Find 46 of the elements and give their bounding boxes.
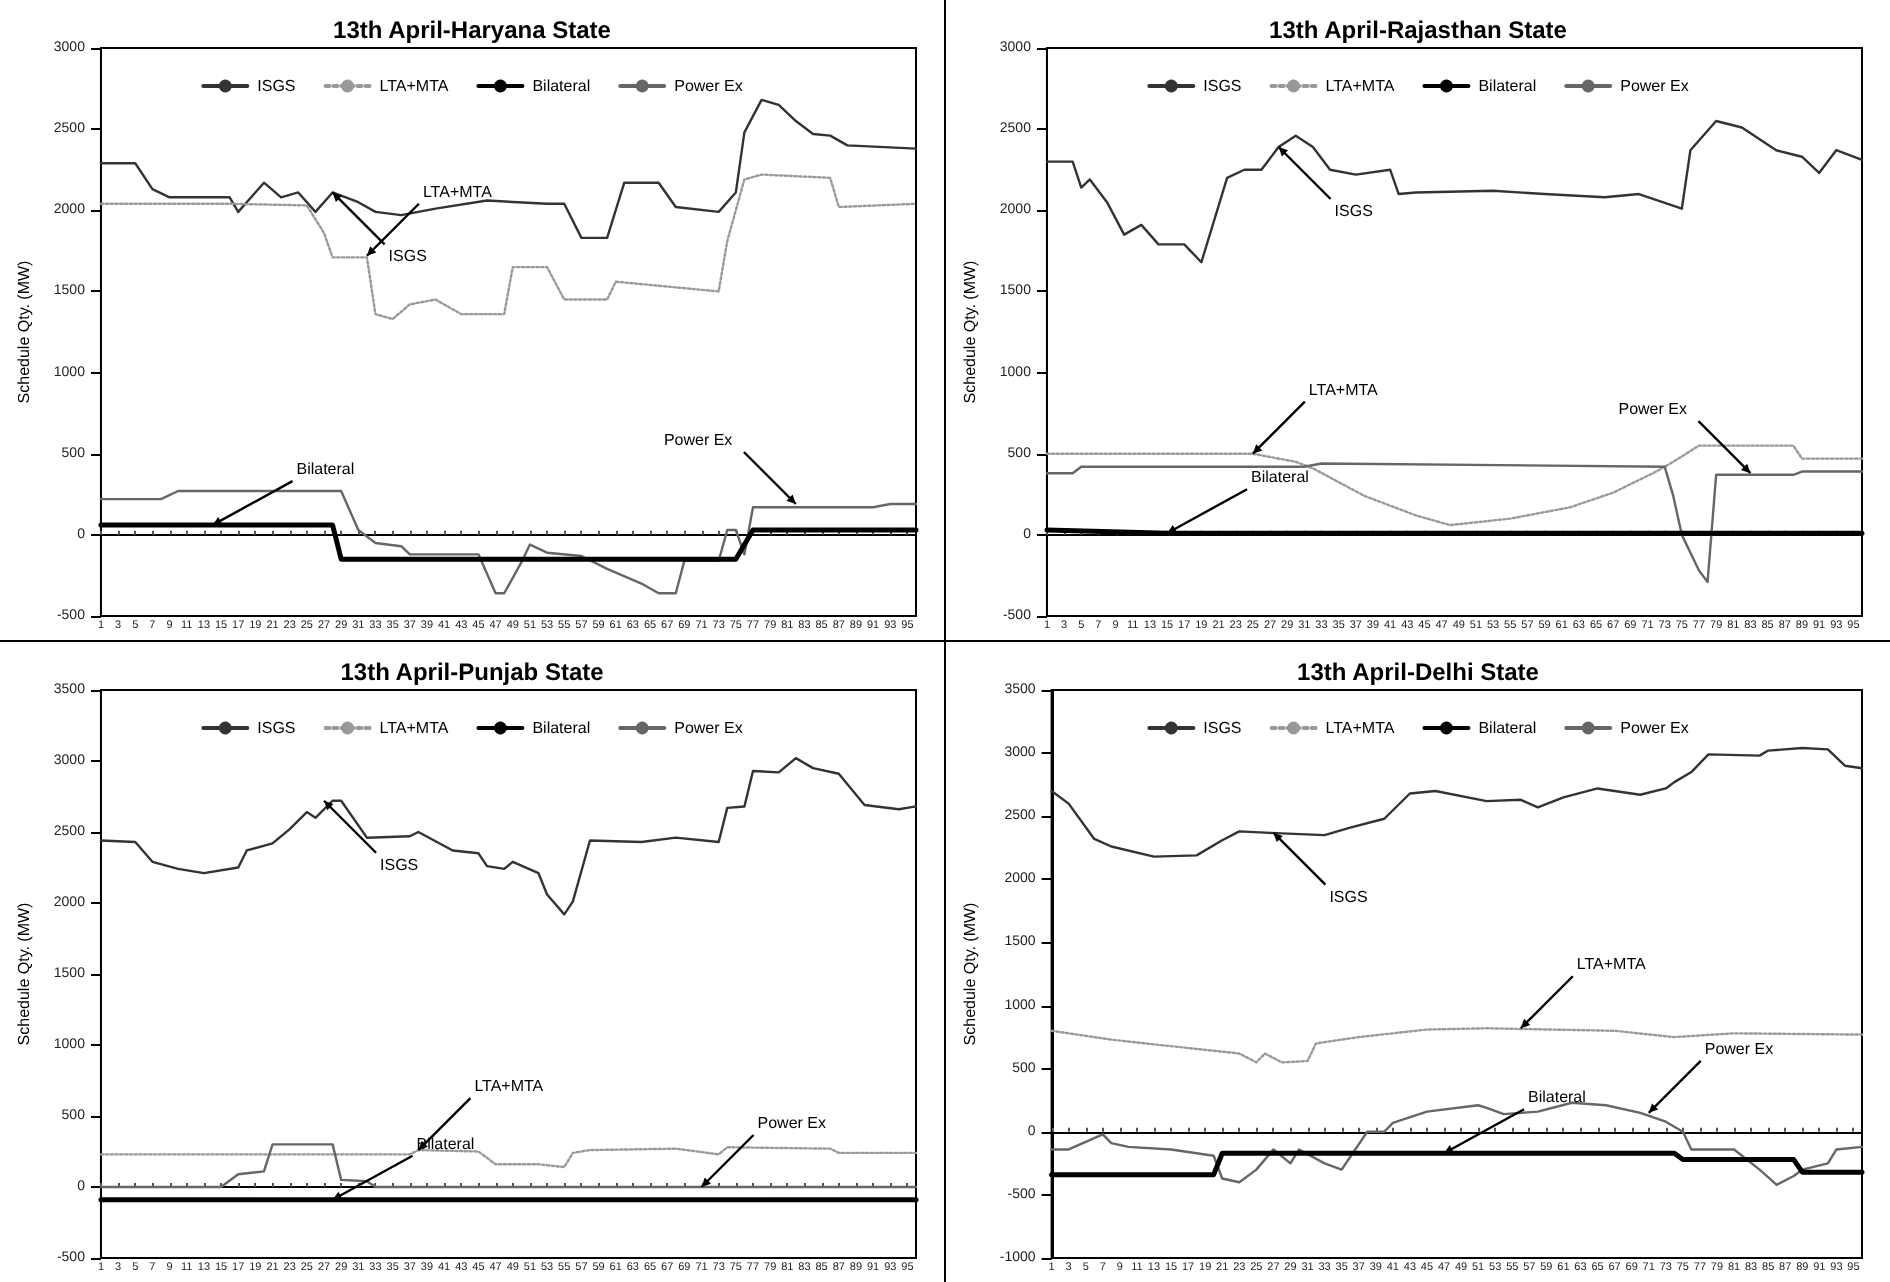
annotation: Power Ex [663,431,733,450]
legend-label: LTA+MTA [1325,719,1396,737]
legend-label: Bilateral [532,77,591,95]
annotation: ISGS [388,247,427,266]
legend-label: LTA+MTA [1325,77,1396,95]
legend-label: LTA+MTA [379,719,450,737]
y-axis-title: Schedule Qty. (MW) [961,901,979,1046]
line-series [1050,746,1864,858]
line-series [99,756,918,916]
line-series [1050,1027,1864,1064]
legend-label: ISGS [1203,719,1242,737]
y-axis-title: Schedule Qty. (MW) [961,259,979,404]
line-series [99,98,918,240]
legend-label: Power Ex [674,719,743,737]
y-axis-title: Schedule Qty. (MW) [15,901,33,1046]
legend-label: ISGS [257,719,296,737]
legend-label: LTA+MTA [379,77,450,95]
annotation: Bilateral [1251,468,1310,487]
legend-label: ISGS [1203,77,1242,95]
annotation: Power Ex [1704,1039,1774,1058]
line-series [99,173,918,321]
line-series [1045,444,1864,527]
annotation: LTA+MTA [1308,380,1380,399]
annotation: Power Ex [1618,400,1687,419]
legend-label: Power Ex [1620,719,1689,737]
line-series [1045,119,1864,264]
chart-title: 13th April-Rajasthan State [1269,16,1568,44]
legend-label: Bilateral [1478,77,1537,95]
annotation: LTA+MTA [1576,955,1648,974]
annotation: Power Ex [757,1114,826,1132]
annotation: LTA+MTA [474,1077,545,1096]
chart-title: 13th April-Punjab State [340,658,605,686]
annotation: ISGS [1334,201,1373,220]
chart-title: 13th April-Haryana State [333,16,612,44]
annotation: Bilateral [296,460,355,479]
legend-label: Power Ex [1620,77,1689,95]
annotation: ISGS [380,855,419,874]
legend-label: Bilateral [532,719,591,737]
chart-title: 13th April-Delhi State [1297,658,1540,686]
annotation: Bilateral [1528,1088,1587,1107]
annotation: ISGS [1329,887,1368,906]
legend-label: Power Ex [674,77,743,95]
legend-label: ISGS [257,77,296,95]
y-axis-title: Schedule Qty. (MW) [15,259,33,404]
legend-label: Bilateral [1478,719,1537,737]
annotation: LTA+MTA [422,182,494,201]
